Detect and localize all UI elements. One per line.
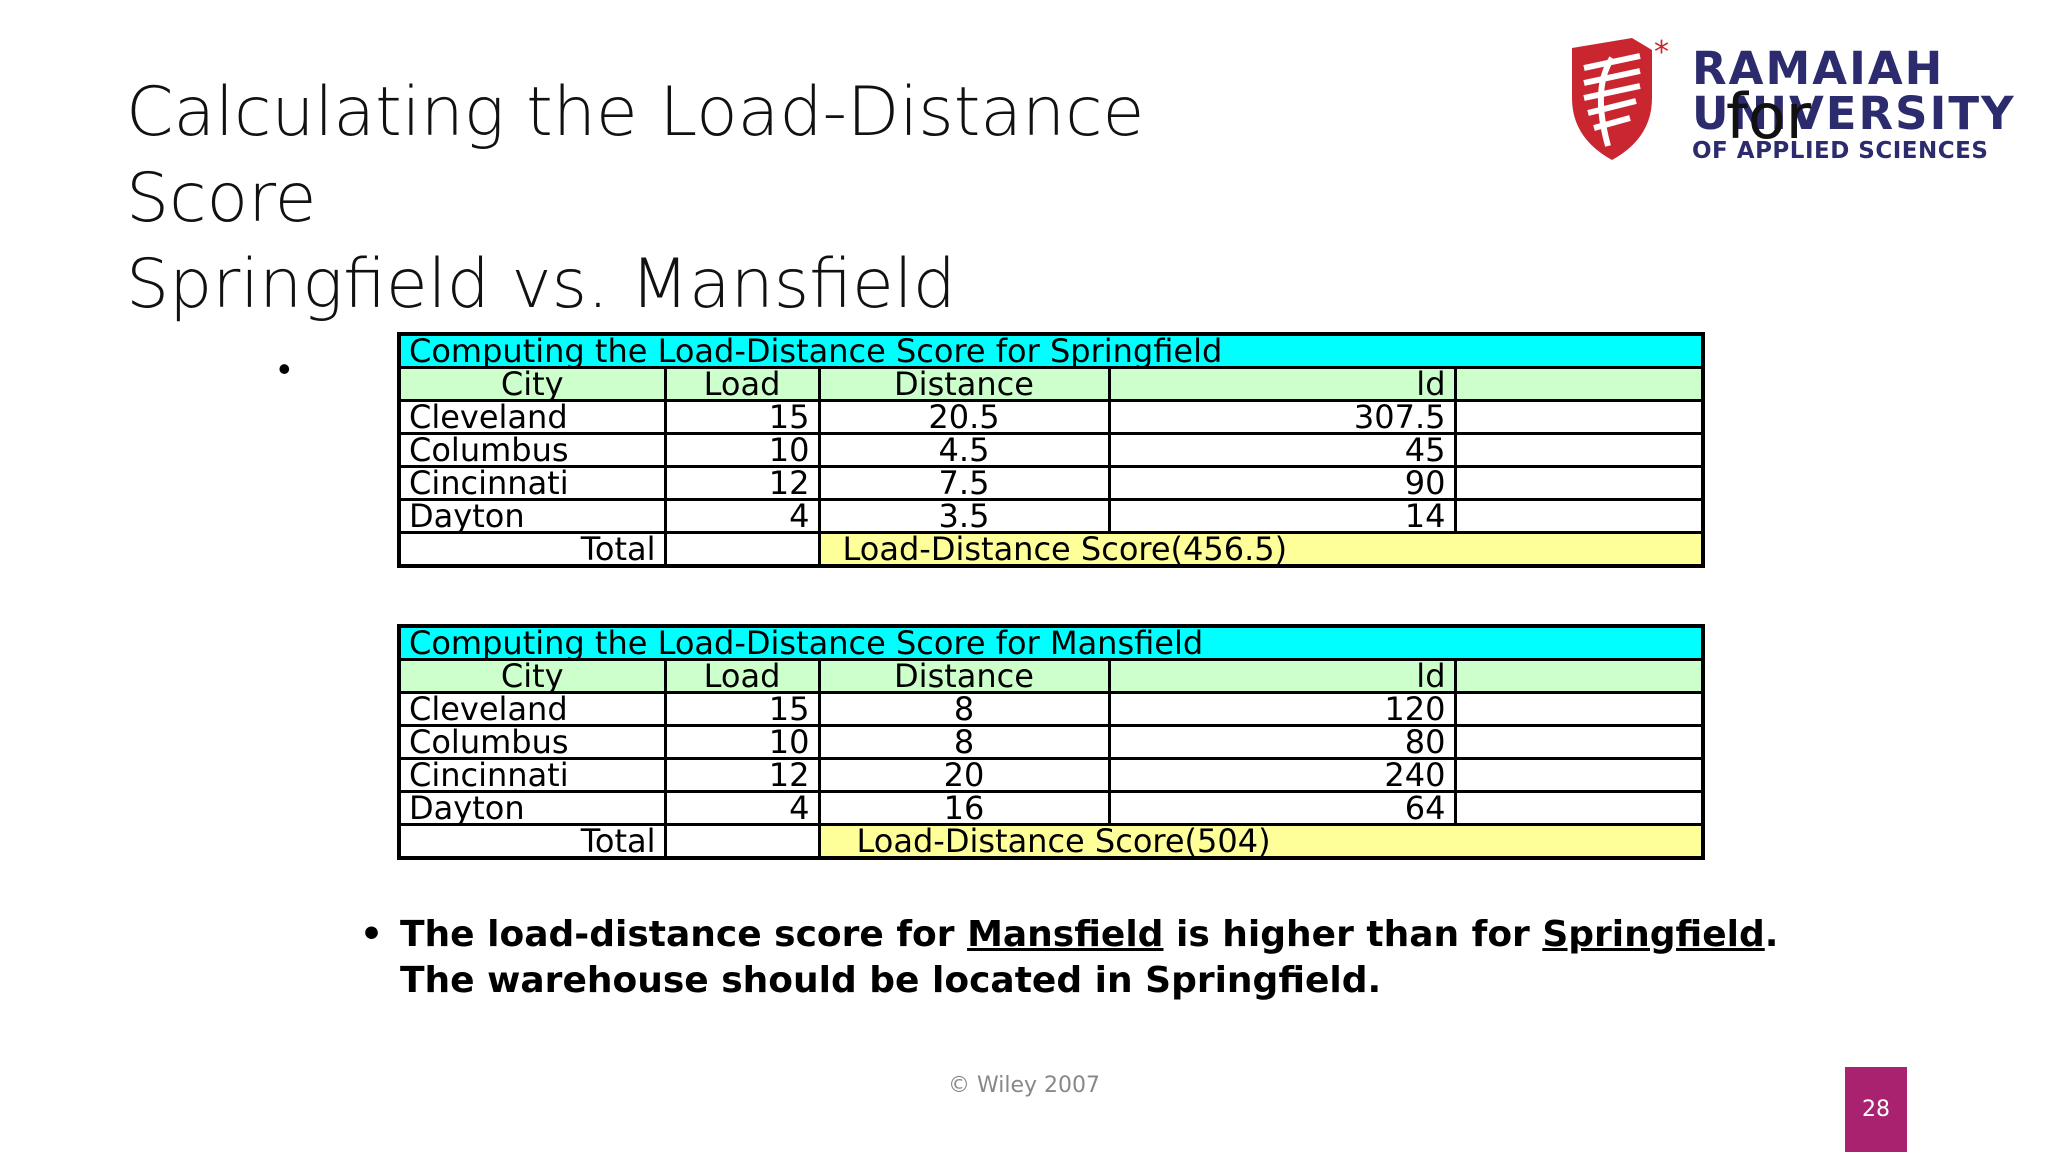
cell-load: 12	[663, 465, 821, 501]
score-cell: Load-Distance Score(456.5)	[817, 531, 1705, 568]
table-row: Cincinnati 12 20 240	[397, 757, 1705, 793]
cell-distance: 3.5	[817, 498, 1111, 534]
cell-distance: 7.5	[817, 465, 1111, 501]
cell-distance: 4.5	[817, 432, 1111, 468]
conclusion-springfield: Springfield	[1542, 914, 1765, 955]
table-row: Columbus 10 4.5 45	[397, 432, 1705, 468]
ramaiah-shield-icon: *	[1572, 35, 1669, 160]
table-row: Dayton 4 3.5 14	[397, 498, 1705, 534]
logo-name-line-1: RAMAIAH	[1692, 42, 1945, 95]
header-load: Load	[663, 366, 821, 402]
table-caption: Computing the Load-Distance Score for Sp…	[397, 332, 1705, 369]
cell-blank	[1453, 790, 1705, 826]
cell-ld: 307.5	[1107, 399, 1457, 435]
header-distance: Distance	[817, 658, 1111, 694]
table-row: Columbus 10 8 80	[397, 724, 1705, 760]
score-cell: Load-Distance Score(504)	[817, 823, 1705, 860]
total-label: Total	[397, 823, 667, 860]
ramaiah-logo: * RAMAIAH UNIVERSITY OF APPLIED SCIENCES	[1562, 28, 2014, 168]
cell-distance: 20.5	[817, 399, 1111, 435]
mansfield-table: Computing the Load-Distance Score for Ma…	[397, 624, 1706, 860]
cell-distance: 16	[817, 790, 1111, 826]
cell-ld: 64	[1107, 790, 1457, 826]
table-caption: Computing the Load-Distance Score for Ma…	[397, 624, 1705, 661]
cell-load: 4	[663, 498, 821, 534]
table-row: Cleveland 15 8 120	[397, 691, 1705, 727]
bullet-marker: •	[278, 348, 291, 389]
cell-load: 10	[663, 724, 821, 760]
page-number-badge: 28	[1845, 1067, 1907, 1152]
total-label: Total	[397, 531, 667, 568]
cell-blank	[1453, 432, 1705, 468]
cell-distance: 8	[817, 724, 1111, 760]
conclusion-text: • The load-distance score for Mansfield …	[360, 912, 1780, 1004]
cell-blank	[1453, 724, 1705, 760]
cell-ld: 14	[1107, 498, 1457, 534]
cell-city: Cincinnati	[397, 757, 667, 793]
cell-ld: 120	[1107, 691, 1457, 727]
cell-load: 15	[663, 691, 821, 727]
conclusion-part-2: is higher than for	[1163, 914, 1543, 955]
cell-blank	[1453, 498, 1705, 534]
table-row: Cincinnati 12 7.5 90	[397, 465, 1705, 501]
cell-blank	[1453, 691, 1705, 727]
cell-city: Dayton	[397, 498, 667, 534]
cell-blank	[1453, 757, 1705, 793]
cell-city: Columbus	[397, 724, 667, 760]
page-number: 28	[1862, 1097, 1890, 1122]
total-load-blank	[663, 823, 821, 860]
logo-wordmark: RAMAIAH UNIVERSITY OF APPLIED SCIENCES	[1692, 46, 2016, 163]
cell-city: Columbus	[397, 432, 667, 468]
header-city: City	[397, 366, 667, 402]
cell-city: Cleveland	[397, 691, 667, 727]
cell-load: 10	[663, 432, 821, 468]
cell-ld: 240	[1107, 757, 1457, 793]
title-line-2: Springfield vs. Mansfield	[126, 245, 956, 324]
table-row: Dayton 4 16 64	[397, 790, 1705, 826]
title-line-1: Calculating the Load-Distance Score	[126, 73, 1145, 238]
cell-load: 12	[663, 757, 821, 793]
conclusion-bullet: •	[360, 914, 384, 955]
footer-copyright: © Wiley 2007	[947, 1073, 1101, 1098]
conclusion-part-1: The load-distance score for	[400, 914, 968, 955]
total-load-blank	[663, 531, 821, 568]
slide-title: Calculating the Load-Distance Score Spri…	[126, 70, 1276, 328]
total-row: Total Load-Distance Score(456.5)	[397, 531, 1705, 568]
svg-text:*: *	[1654, 35, 1669, 70]
logo-name-line-2: UNIVERSITY	[1692, 87, 2016, 140]
table-row: Cleveland 15 20.5 307.5	[397, 399, 1705, 435]
cell-ld: 80	[1107, 724, 1457, 760]
cell-city: Dayton	[397, 790, 667, 826]
cell-distance: 8	[817, 691, 1111, 727]
header-ld: ld	[1107, 366, 1457, 402]
header-blank	[1453, 658, 1705, 694]
header-distance: Distance	[817, 366, 1111, 402]
cell-blank	[1453, 465, 1705, 501]
header-ld: ld	[1107, 658, 1457, 694]
cell-distance: 20	[817, 757, 1111, 793]
conclusion-part-3: . The warehouse should be located in Spr…	[400, 914, 1779, 1001]
springfield-table: Computing the Load-Distance Score for Sp…	[397, 332, 1706, 568]
title-trailing-word: for	[1726, 80, 1812, 153]
cell-city: Cincinnati	[397, 465, 667, 501]
cell-blank	[1453, 399, 1705, 435]
cell-ld: 90	[1107, 465, 1457, 501]
cell-ld: 45	[1107, 432, 1457, 468]
cell-load: 4	[663, 790, 821, 826]
header-load: Load	[663, 658, 821, 694]
conclusion-mansfield: Mansfield	[967, 914, 1164, 955]
total-row: Total Load-Distance Score(504)	[397, 823, 1705, 860]
cell-load: 15	[663, 399, 821, 435]
logo-name-line-3: OF APPLIED SCIENCES	[1692, 138, 1989, 164]
header-blank	[1453, 366, 1705, 402]
header-city: City	[397, 658, 667, 694]
cell-city: Cleveland	[397, 399, 667, 435]
